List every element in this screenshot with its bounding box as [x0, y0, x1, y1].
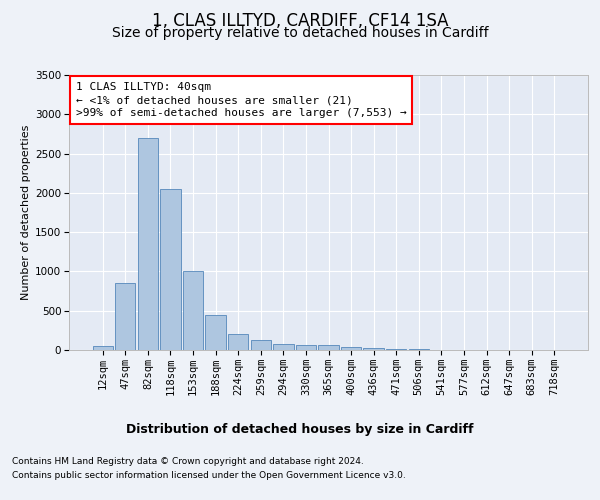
Bar	[160, 189, 181, 350]
Text: Contains public sector information licensed under the Open Government Licence v3: Contains public sector information licen…	[12, 471, 406, 480]
Bar	[205, 314, 226, 350]
Bar	[296, 344, 316, 350]
Text: 1 CLAS ILLTYD: 40sqm
← <1% of detached houses are smaller (21)
>99% of semi-deta: 1 CLAS ILLTYD: 40sqm ← <1% of detached h…	[76, 82, 406, 118]
Bar	[138, 138, 158, 350]
Bar	[183, 272, 203, 350]
Bar	[228, 334, 248, 350]
Bar	[92, 346, 113, 350]
Bar	[273, 344, 293, 350]
Y-axis label: Number of detached properties: Number of detached properties	[21, 125, 31, 300]
Bar	[364, 348, 384, 350]
Bar	[341, 347, 361, 350]
Text: Distribution of detached houses by size in Cardiff: Distribution of detached houses by size …	[126, 422, 474, 436]
Bar	[115, 283, 136, 350]
Bar	[319, 346, 338, 350]
Bar	[386, 349, 406, 350]
Text: 1, CLAS ILLTYD, CARDIFF, CF14 1SA: 1, CLAS ILLTYD, CARDIFF, CF14 1SA	[152, 12, 448, 30]
Text: Contains HM Land Registry data © Crown copyright and database right 2024.: Contains HM Land Registry data © Crown c…	[12, 457, 364, 466]
Text: Size of property relative to detached houses in Cardiff: Size of property relative to detached ho…	[112, 26, 488, 40]
Bar	[251, 340, 271, 350]
Bar	[409, 349, 429, 350]
